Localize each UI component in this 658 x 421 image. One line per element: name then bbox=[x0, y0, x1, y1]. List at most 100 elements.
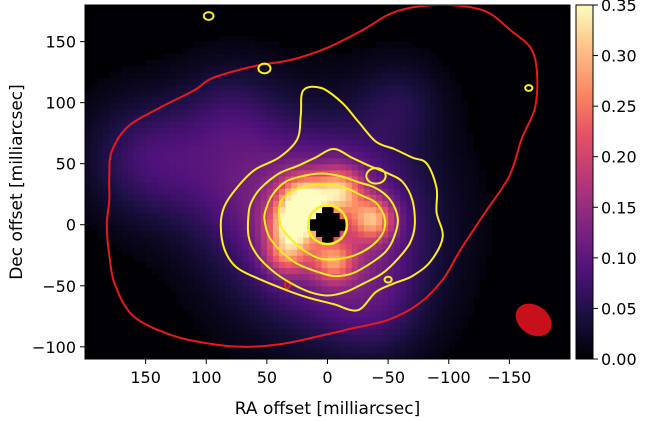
heatmap-cell bbox=[400, 218, 407, 226]
heatmap-cell bbox=[460, 133, 468, 140]
heatmap-cell bbox=[357, 169, 365, 177]
heatmap-cell bbox=[194, 224, 201, 232]
heatmap-cell bbox=[418, 151, 426, 159]
heatmap-cell bbox=[224, 84, 232, 92]
heatmap-cell bbox=[188, 230, 195, 238]
heatmap-cell bbox=[418, 249, 426, 256]
heatmap-cell bbox=[436, 188, 444, 195]
heatmap-cell bbox=[145, 182, 153, 189]
heatmap-cell bbox=[448, 334, 456, 342]
heatmap-cell bbox=[363, 273, 371, 281]
heatmap-cell bbox=[321, 194, 329, 201]
heatmap-cell bbox=[448, 114, 456, 122]
heatmap-cell bbox=[460, 163, 468, 171]
heatmap-cell bbox=[212, 206, 219, 214]
heatmap-cell bbox=[206, 78, 213, 85]
heatmap-cell bbox=[188, 145, 195, 153]
heatmap-cell bbox=[430, 139, 438, 146]
heatmap-cell bbox=[363, 346, 371, 354]
heatmap-cell bbox=[236, 340, 244, 348]
heatmap-cell bbox=[230, 84, 238, 92]
heatmap-cell bbox=[175, 78, 183, 85]
heatmap-cell bbox=[400, 114, 407, 122]
heatmap-cell bbox=[369, 200, 377, 208]
heatmap-cell bbox=[388, 72, 395, 79]
heatmap-cell bbox=[121, 169, 129, 177]
heatmap-cell bbox=[279, 175, 286, 183]
heatmap-cell bbox=[285, 279, 292, 287]
heatmap-cell bbox=[436, 285, 444, 293]
inner-contour-island bbox=[524, 84, 534, 92]
heatmap-cell bbox=[315, 163, 323, 171]
heatmap-cell bbox=[169, 72, 177, 79]
heatmap-cell bbox=[466, 145, 474, 153]
heatmap-cell bbox=[400, 182, 407, 189]
heatmap-cell bbox=[303, 169, 310, 177]
heatmap-cell bbox=[248, 133, 256, 140]
heatmap-cell bbox=[224, 255, 232, 262]
heatmap-cell bbox=[206, 169, 213, 177]
heatmap-cell bbox=[200, 230, 207, 238]
heatmap-cell bbox=[139, 157, 147, 165]
heatmap-cell bbox=[309, 352, 316, 359]
heatmap-cell bbox=[139, 182, 147, 189]
heatmap-cell bbox=[157, 157, 165, 165]
heatmap-cell bbox=[121, 139, 129, 146]
heatmap-cell bbox=[418, 72, 426, 79]
heatmap-cell bbox=[127, 90, 135, 98]
heatmap-cell bbox=[218, 35, 226, 43]
heatmap-cell bbox=[345, 72, 353, 79]
heatmap-cell bbox=[454, 182, 462, 189]
heatmap-cell bbox=[175, 59, 183, 67]
heatmap-cell bbox=[303, 114, 310, 122]
heatmap-cell bbox=[163, 96, 171, 104]
heatmap-cell bbox=[169, 163, 177, 171]
heatmap-cell bbox=[454, 267, 462, 275]
heatmap-cell bbox=[248, 200, 256, 208]
heatmap-cell bbox=[175, 108, 183, 116]
heatmap-cell bbox=[224, 328, 232, 336]
heatmap-cell bbox=[254, 72, 262, 79]
heatmap-cell bbox=[412, 188, 420, 195]
heatmap-cell bbox=[169, 236, 177, 244]
heatmap-cell bbox=[351, 53, 359, 61]
heatmap-cell bbox=[206, 334, 213, 342]
heatmap-cell bbox=[297, 59, 304, 67]
heatmap-cell bbox=[454, 273, 462, 281]
heatmap-cell bbox=[133, 212, 141, 220]
heatmap-cell bbox=[460, 169, 468, 177]
heatmap-cell bbox=[418, 169, 426, 177]
heatmap-cell bbox=[145, 114, 153, 122]
heatmap-cell bbox=[382, 108, 389, 116]
heatmap-cell bbox=[206, 267, 213, 275]
heatmap-cell bbox=[212, 328, 219, 336]
heatmap-cell bbox=[454, 255, 462, 262]
heatmap-cell bbox=[369, 53, 377, 61]
heatmap-cell bbox=[357, 279, 365, 287]
heatmap-cell bbox=[133, 206, 141, 214]
heatmap-cell bbox=[388, 322, 395, 330]
heatmap-cell bbox=[442, 78, 450, 85]
heatmap-cell bbox=[406, 127, 413, 134]
heatmap-cell bbox=[224, 291, 232, 299]
heatmap-cell bbox=[266, 346, 274, 354]
heatmap-cell bbox=[200, 328, 207, 336]
heatmap-cell bbox=[242, 169, 250, 177]
heatmap-cell bbox=[194, 322, 201, 330]
heatmap-cell bbox=[297, 212, 304, 220]
heatmap-cell bbox=[333, 310, 341, 317]
heatmap-cell bbox=[388, 175, 395, 183]
heatmap-cell bbox=[357, 78, 365, 85]
heatmap-cell bbox=[357, 145, 365, 153]
heatmap-cell bbox=[248, 212, 256, 220]
heatmap-cell bbox=[303, 352, 310, 359]
heatmap-cell bbox=[279, 322, 286, 330]
heatmap-cell bbox=[454, 84, 462, 92]
heatmap-cell bbox=[430, 212, 438, 220]
x-tick-label: −150 bbox=[487, 368, 531, 387]
heatmap-cell bbox=[266, 145, 274, 153]
heatmap-cell bbox=[363, 212, 371, 220]
heatmap-cell bbox=[260, 66, 268, 73]
heatmap-cell bbox=[485, 230, 492, 238]
heatmap-cell bbox=[224, 145, 232, 153]
